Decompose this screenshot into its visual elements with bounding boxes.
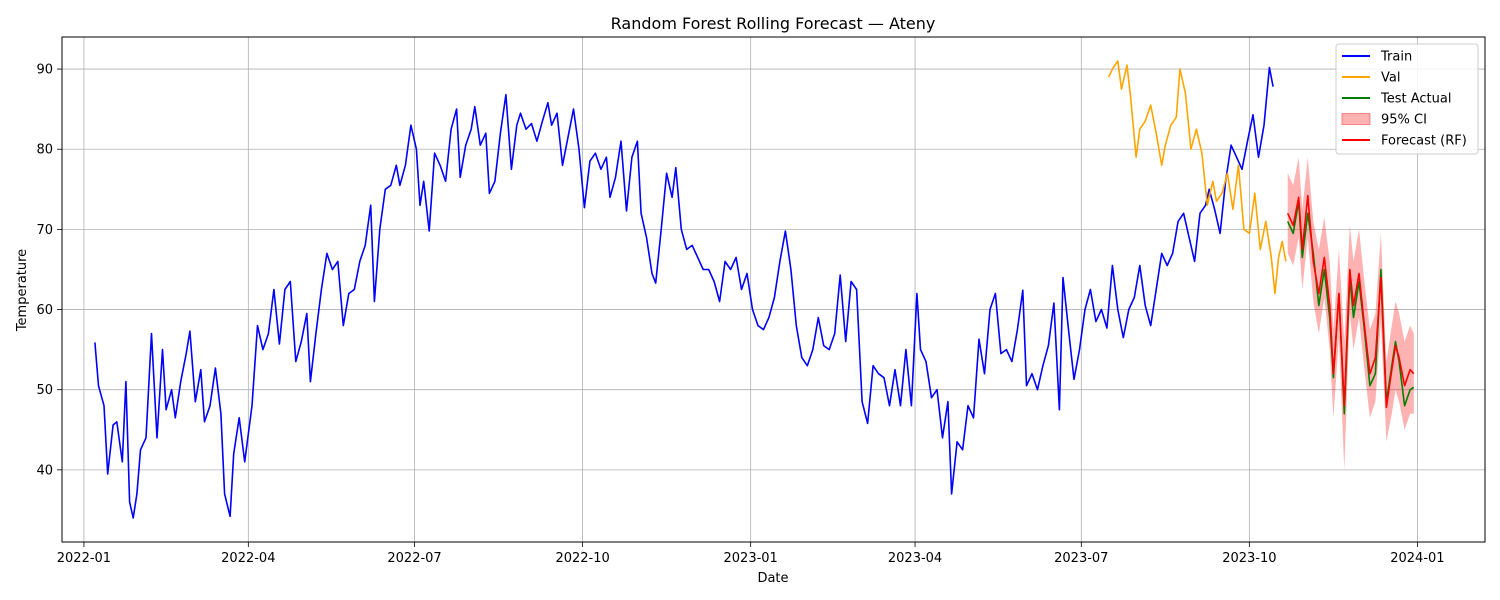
x-tick-label: 2024-01 [1390,551,1444,566]
series-line-forecast-rf [1286,194,1415,409]
x-tick-label: 2022-10 [555,551,609,566]
x-tick-label: 2023-04 [888,551,942,566]
x-tick-label: 2023-10 [1222,551,1276,566]
plot-frame [61,36,1486,543]
grid-layer [62,37,1485,542]
confidence-band-layer [1287,157,1414,470]
y-tick-label: 40 [36,463,53,478]
y-tick-label: 90 [36,63,53,78]
x-tick-label: 2023-01 [724,551,778,566]
legend-label-forecast-rf: Forecast (RF) [1381,134,1467,149]
x-tick-label: 2022-07 [387,551,441,566]
legend-box [1335,43,1479,155]
legend-label-test-actual: Test Actual [1380,92,1451,107]
x-tick-label: 2023-07 [1054,551,1108,566]
x-tick-label: 2022-01 [57,551,111,566]
legend-label-95-ci: 95% CI [1381,113,1427,128]
y-tick-label: 50 [36,383,53,398]
series-line-val [1107,60,1287,295]
x-tick-label: 2022-04 [221,551,275,566]
x-axis-label: Date [757,571,788,586]
series-line-train [94,66,1274,519]
legend-label-train: Train [1380,50,1412,65]
y-tick-layer: 40 50 60 70 80 90 [36,63,62,478]
legend-swatch-95-ci [1341,113,1371,125]
y-tick-label: 80 [36,143,53,158]
chart-title: Random Forest Rolling Forecast — Ateny [611,14,936,33]
y-axis-label: Temperature [15,249,30,332]
y-tick-label: 70 [36,223,53,238]
legend: Train Val Test Actual 95% CI Forecast (RF) [1335,43,1479,155]
legend-label-val: Val [1381,71,1400,86]
series-layer [94,60,1415,519]
y-tick-label: 60 [36,303,53,318]
confidence-band-95 [1287,157,1414,470]
x-tick-layer: 2022-01 2022-04 2022-07 2022-10 2023-01 2023-… [57,542,1445,566]
